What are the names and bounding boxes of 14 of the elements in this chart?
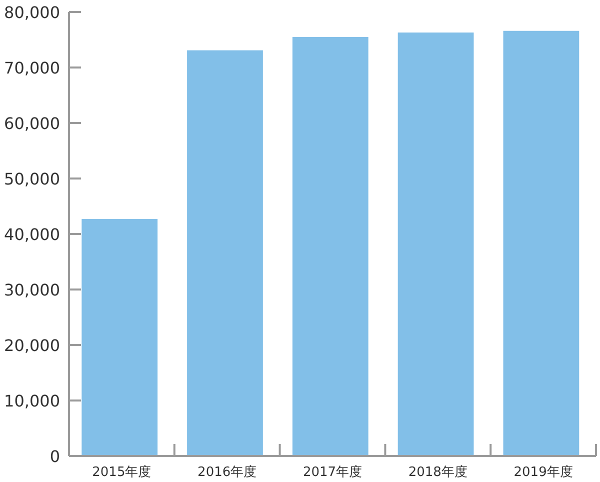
- x-tick-label: 2015年度: [92, 464, 152, 480]
- y-tick-label: 50,000: [4, 170, 60, 188]
- y-tick-label: 80,000: [4, 3, 60, 22]
- y-tick-label: 70,000: [4, 58, 60, 78]
- x-tick-label: 2017年度: [302, 464, 362, 480]
- x-tick-label: 2019年度: [514, 464, 573, 480]
- y-tick-label: 30,000: [4, 280, 60, 300]
- y-tick-label: 20,000: [4, 336, 60, 355]
- x-tick-label: 2016年度: [198, 464, 257, 480]
- y-tick-label: 0: [50, 447, 60, 466]
- x-tick-label: 2018年度: [408, 464, 468, 480]
- y-tick-label: 10,000: [4, 392, 60, 410]
- y-tick-label: 40,000: [4, 225, 60, 244]
- y-tick-label: 60,000: [4, 114, 60, 133]
